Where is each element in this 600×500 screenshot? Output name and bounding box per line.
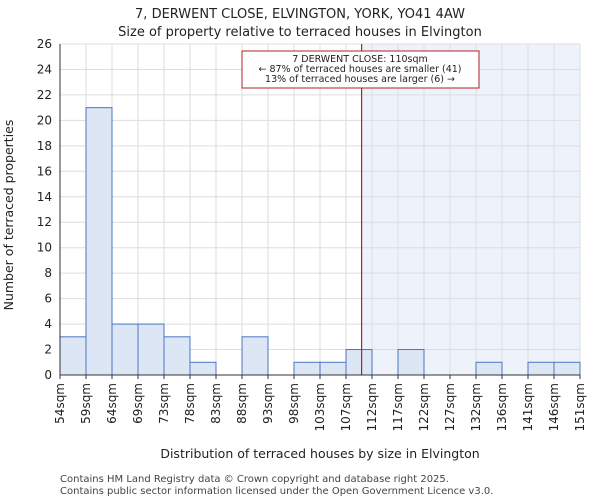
y-tick-4: 4 [44,317,52,331]
x-tick-69sqm: 69sqm [131,383,145,424]
y-tick-22: 22 [37,88,52,102]
annotation-line-3: 13% of terraced houses are larger (6) → [265,74,455,85]
x-tick-labels: 54sqm 59sqm 64sqm 69sqm 73sqm 78sqm 83sqm 88sqm… [53,375,587,431]
y-tick-6: 6 [44,292,52,306]
bar-54sqm [59,336,87,376]
x-tick-59sqm: 59sqm [79,383,93,424]
x-tick-151sqm: 151sqm [573,383,587,431]
bar-132sqm [475,361,503,376]
x-tick-136sqm: 136sqm [495,383,509,431]
y-tick-18: 18 [37,139,52,153]
y-tick-12: 12 [37,215,52,229]
bar-98sqm [293,361,321,376]
bar-59sqm [85,107,113,376]
x-tick-73sqm: 73sqm [157,383,171,424]
y-tick-26: 26 [37,37,52,51]
x-tick-103sqm: 103sqm [313,383,327,431]
y-tick-2: 2 [44,343,52,357]
bar-88sqm [241,336,269,376]
larger-region [361,44,580,375]
bar-73sqm [163,336,191,376]
annotation-line-2: ← 87% of terraced houses are smaller (41… [258,64,461,75]
x-tick-122sqm: 122sqm [417,383,431,431]
y-tick-24: 24 [37,62,52,76]
bar-64sqm [111,323,139,376]
bar-146sqm [553,361,581,376]
x-tick-64sqm: 64sqm [105,383,119,424]
plot-background [361,44,580,375]
x-tick-54sqm: 54sqm [53,383,67,424]
bar-103sqm [319,361,347,376]
x-tick-112sqm: 112sqm [365,383,379,431]
x-tick-88sqm: 88sqm [235,383,249,424]
bars [59,107,581,376]
footer-line-2: Contains public sector information licen… [60,486,493,497]
y-tick-14: 14 [37,190,52,204]
x-tick-83sqm: 83sqm [209,383,223,424]
y-tick-10: 10 [37,241,52,255]
x-tick-107sqm: 107sqm [339,383,353,431]
x-tick-98sqm: 98sqm [287,383,301,424]
y-tick-8: 8 [44,266,52,280]
bar-107sqm [345,349,373,376]
x-tick-127sqm: 127sqm [443,383,457,431]
bar-117sqm [397,349,425,376]
bar-78sqm [189,361,217,376]
y-axis-label: Number of terraced properties [1,120,16,311]
x-tick-78sqm: 78sqm [183,383,197,424]
x-tick-146sqm: 146sqm [547,383,561,431]
bar-141sqm [527,361,555,376]
x-axis-label: Distribution of terraced houses by size … [160,446,479,461]
chart-subtitle: Size of property relative to terraced ho… [118,25,482,40]
footer-line-1: Contains HM Land Registry data © Crown c… [60,474,449,485]
x-tick-141sqm: 141sqm [521,383,535,431]
chart-title: 7, DERWENT CLOSE, ELVINGTON, YORK, YO41 … [135,7,465,22]
annotation-border [241,50,480,89]
bar-69sqm [137,323,165,376]
y-tick-20: 20 [37,113,52,127]
x-tick-132sqm: 132sqm [469,383,483,431]
y-tick-0: 0 [44,368,52,382]
annotation-line-1: 7 DERWENT CLOSE: 110sqm [292,54,428,65]
x-tick-93sqm: 93sqm [261,383,275,424]
x-tick-117sqm: 117sqm [391,383,405,431]
annotation-box: 7 DERWENT CLOSE: 110sqm ← 87% of terrace… [241,50,480,89]
y-tick-16: 16 [37,164,52,178]
